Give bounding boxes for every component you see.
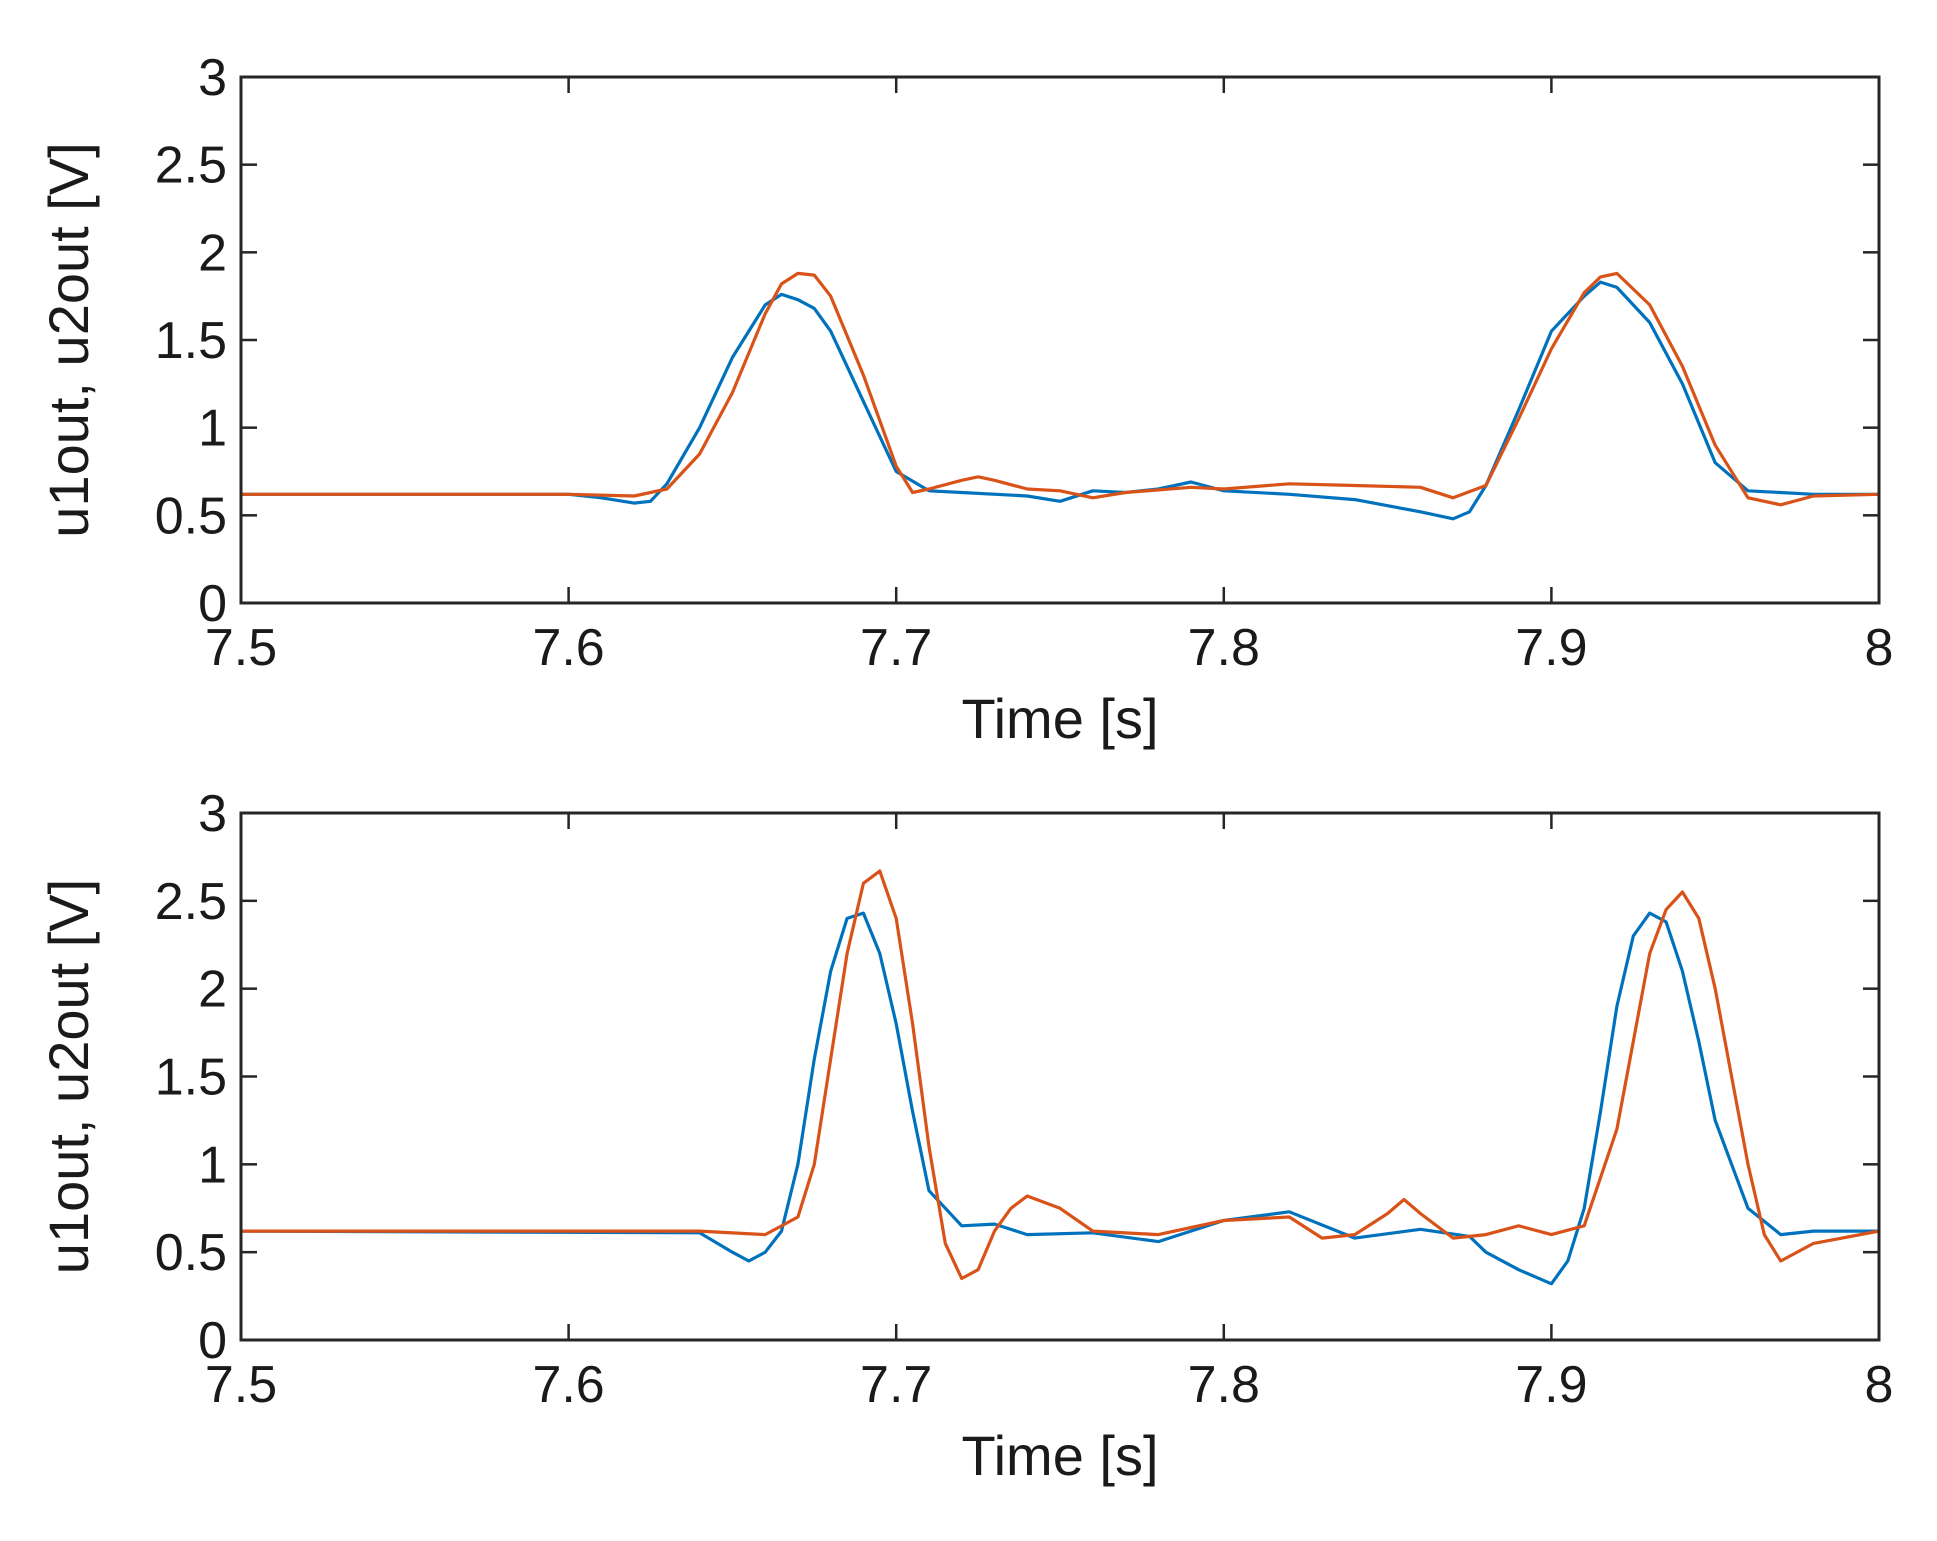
x-tick-label: 7.7 (860, 619, 932, 677)
x-tick-label: 7.9 (1515, 619, 1587, 677)
x-tick-label: 7.8 (1188, 1356, 1260, 1414)
bottom-panel: 7.5 7.6 7.7 7.8 7.9 8 0 0.5 1 1.5 2 2.5 3 Time [s] u1o… (37, 785, 1893, 1487)
x-axis-label: Time [s] (961, 1424, 1158, 1487)
y-tick-label: 0 (198, 575, 227, 633)
y-axis-label: u1out, u2out [V] (37, 879, 100, 1274)
x-tick-label: 7.8 (1188, 619, 1260, 677)
series-line-u2out (241, 271, 1879, 507)
series-line-u2out (241, 869, 1879, 1281)
y-tick-label: 0.5 (155, 487, 227, 545)
y-tick-label: 1 (198, 1136, 227, 1194)
x-tick-label: 8 (1865, 1356, 1894, 1414)
top-panel: 7.5 7.6 7.7 7.8 7.9 8 0 0.5 1 1.5 2 2.5 3 Time [s] u1o… (37, 49, 1893, 750)
series-line-u1out (241, 911, 1879, 1286)
x-tick-label: 7.5 (205, 619, 277, 677)
x-tick-label: 7.6 (532, 619, 604, 677)
y-tick-label: 2 (198, 224, 227, 282)
x-tick-label: 7.6 (532, 1356, 604, 1414)
y-tick-label: 3 (198, 49, 227, 107)
y-tick-label: 1.5 (155, 312, 227, 370)
y-tick-label: 0 (198, 1312, 227, 1370)
y-tick-label: 2.5 (155, 873, 227, 931)
y-tick-label: 3 (198, 785, 227, 843)
plot-area (241, 813, 1879, 1340)
x-axis-label: Time [s] (961, 687, 1158, 750)
y-tick-label: 1 (198, 400, 227, 458)
y-tick-label: 2 (198, 961, 227, 1019)
y-axis-label: u1out, u2out [V] (37, 142, 100, 537)
x-tick-label: 7.9 (1515, 1356, 1587, 1414)
y-tick-label: 0.5 (155, 1224, 227, 1282)
y-tick-label: 2.5 (155, 137, 227, 195)
x-tick-label: 7.5 (205, 1356, 277, 1414)
plot-area (241, 77, 1879, 603)
y-tick-label: 1.5 (155, 1049, 227, 1107)
x-tick-label: 7.7 (860, 1356, 932, 1414)
x-tick-label: 8 (1865, 619, 1894, 677)
